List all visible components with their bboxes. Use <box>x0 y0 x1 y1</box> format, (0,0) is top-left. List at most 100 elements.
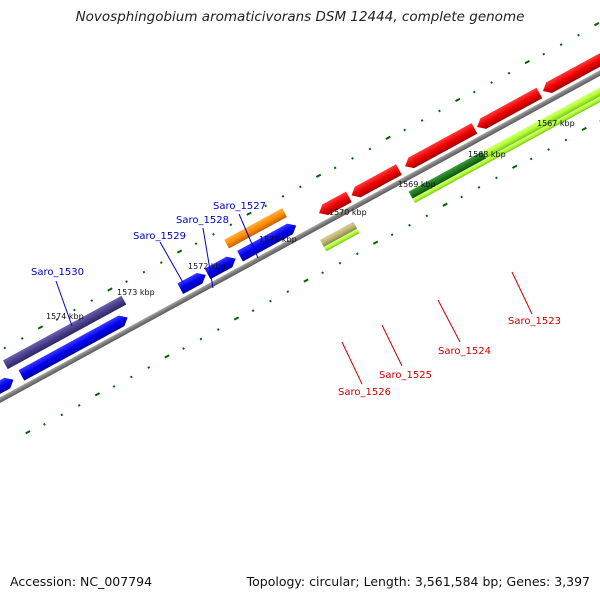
label-leaders <box>55 213 533 385</box>
minor-tick <box>577 33 580 37</box>
minor-tick <box>338 261 342 265</box>
minor-tick <box>299 185 302 189</box>
major-tick <box>385 135 391 140</box>
major-tick <box>233 316 240 321</box>
minor-tick <box>355 252 359 256</box>
accession-text: Accession: NC_007794 <box>10 574 153 589</box>
major-tick <box>37 325 44 330</box>
minor-tick <box>43 422 46 426</box>
feature-dark-green[interactable] <box>408 151 487 199</box>
major-tick <box>107 287 113 292</box>
major-tick <box>25 430 31 435</box>
kbp-label: 1568 kbp <box>468 150 506 159</box>
feature-orange[interactable] <box>224 208 287 249</box>
minor-tick <box>55 318 59 321</box>
minor-tick <box>460 195 464 199</box>
minor-tick <box>142 270 146 274</box>
minor-tick <box>420 119 424 122</box>
minor-tick <box>529 157 533 161</box>
minor-tick <box>477 186 481 189</box>
major-tick <box>594 22 600 27</box>
gene-label-saro-1524[interactable]: Saro_1524 <box>438 346 491 357</box>
minor-tick <box>281 194 285 198</box>
kbp-label: 1569 kbp <box>398 180 436 189</box>
kbp-label: 1572 kbp <box>188 262 226 271</box>
major-tick <box>511 164 518 169</box>
minor-tick <box>286 290 290 293</box>
feature-green-small[interactable] <box>323 228 360 252</box>
minor-tick <box>438 109 441 113</box>
gene-label-saro-1526[interactable]: Saro_1526 <box>338 387 391 398</box>
feature-purple[interactable] <box>2 295 127 370</box>
upper-tick-row <box>3 22 600 350</box>
minor-tick <box>216 328 220 331</box>
minor-tick <box>368 147 372 151</box>
minor-tick <box>269 299 272 303</box>
cds-arrow-forward[interactable] <box>177 270 208 295</box>
gene-label-saro-1523[interactable]: Saro_1523 <box>508 316 561 327</box>
gene-label-saro-1527[interactable]: Saro_1527 <box>213 201 266 212</box>
lower-tick-row <box>25 119 600 435</box>
minor-tick <box>333 166 337 170</box>
genome-backbone <box>0 53 600 423</box>
minor-tick <box>90 299 94 302</box>
minor-tick <box>112 385 116 388</box>
gene-label-saro-1529[interactable]: Saro_1529 <box>133 231 186 242</box>
feature-green-long[interactable] <box>482 74 600 159</box>
cds-arrow-forward[interactable] <box>237 220 299 262</box>
major-tick <box>581 126 587 131</box>
gene-label-saro-1528[interactable]: Saro_1528 <box>176 215 229 226</box>
minor-tick <box>542 52 546 56</box>
genome-summary-text: Topology: circular; Length: 3,561,584 bp… <box>246 574 590 589</box>
gene-labels: Saro_1527 Saro_1528 Saro_1529 Saro_1530 … <box>31 201 561 398</box>
minor-tick <box>490 81 493 84</box>
cds-arrow-forward[interactable] <box>204 253 239 280</box>
kbp-label: 1573 kbp <box>117 288 155 297</box>
feature-green-strip[interactable] <box>412 81 600 203</box>
minor-tick <box>251 309 255 312</box>
minor-tick <box>20 337 24 340</box>
minor-tick <box>321 271 324 275</box>
kbp-label: 1567 kbp <box>537 119 575 128</box>
major-tick <box>303 278 309 283</box>
minor-tick <box>129 375 133 379</box>
minor-tick <box>147 366 151 369</box>
minor-tick <box>73 308 76 312</box>
cds-arrow-reverse[interactable] <box>402 123 478 171</box>
minor-tick <box>425 214 429 218</box>
minor-tick <box>194 242 198 246</box>
kbp-label: 1570 kbp <box>329 208 367 217</box>
minor-tick <box>472 90 476 94</box>
minor-tick <box>3 346 7 350</box>
kbp-label: 1574 kbp <box>46 312 84 321</box>
minor-tick <box>403 128 407 132</box>
gene-label-saro-1530[interactable]: Saro_1530 <box>31 267 84 278</box>
kbp-labels: 1567 kbp 1568 kbp 1569 kbp 1570 kbp 1571… <box>46 119 575 321</box>
major-tick <box>164 354 170 359</box>
kbp-label: 1571 kbp <box>259 235 297 244</box>
minor-tick <box>212 232 215 236</box>
minor-tick <box>564 138 568 142</box>
minor-tick <box>408 223 411 227</box>
minor-tick <box>351 157 354 160</box>
cds-arrow-forward[interactable] <box>18 312 131 381</box>
major-tick <box>176 249 183 254</box>
major-tick <box>524 59 530 65</box>
major-tick <box>246 211 252 216</box>
cds-arrow-reverse[interactable] <box>540 50 600 96</box>
minor-tick <box>182 347 185 350</box>
cds-arrow-reverse[interactable] <box>474 87 543 133</box>
minor-tick <box>199 337 203 341</box>
major-tick <box>442 202 448 207</box>
minor-tick <box>495 176 498 180</box>
gene-label-saro-1525[interactable]: Saro_1525 <box>379 370 432 381</box>
cds-arrow-forward[interactable] <box>0 374 16 406</box>
minor-tick <box>390 233 394 237</box>
minor-tick <box>507 71 511 75</box>
cds-arrow-reverse[interactable] <box>349 164 402 200</box>
cds-arrow-reverse[interactable] <box>316 191 352 219</box>
minor-tick <box>547 148 550 151</box>
feature-khaki[interactable] <box>319 221 358 247</box>
major-tick <box>372 240 379 245</box>
